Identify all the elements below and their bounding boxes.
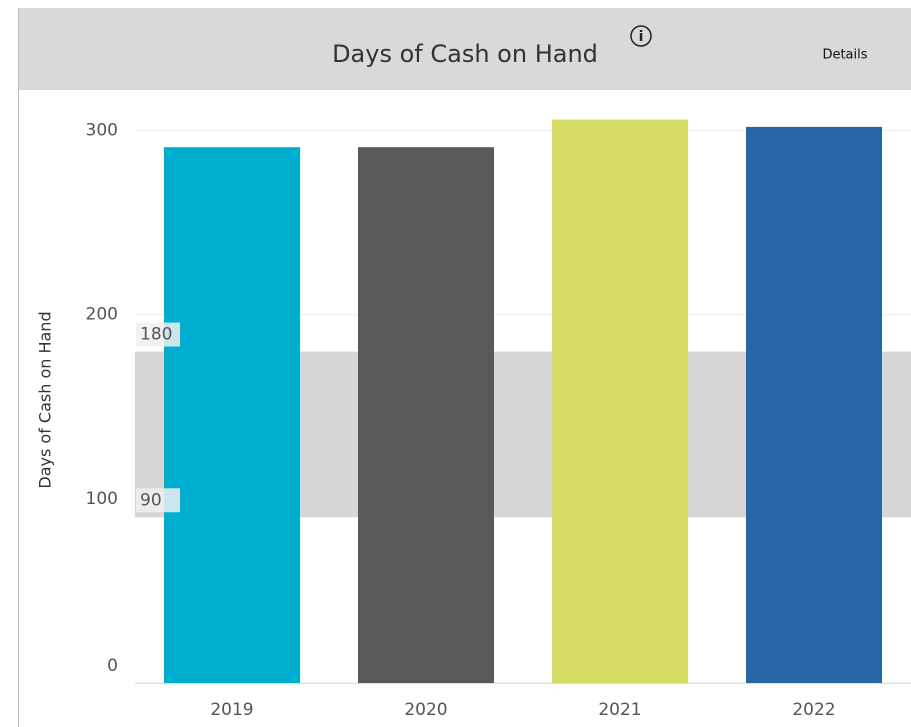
band-label: 180: [140, 325, 172, 345]
y-tick-label: 100: [86, 489, 118, 509]
y-axis-label: Days of Cash on Hand: [36, 311, 55, 488]
y-tick-label: 0: [107, 656, 118, 676]
bar: [746, 126, 882, 683]
band-label-box: [136, 488, 180, 513]
details-link[interactable]: Details: [822, 48, 867, 63]
bar: [552, 119, 688, 684]
y-tick-label: 300: [86, 121, 118, 141]
x-tick-label: 2021: [598, 700, 641, 720]
svg-text:i: i: [639, 29, 644, 45]
bar: [358, 147, 494, 683]
x-tick-label: 2019: [210, 700, 253, 720]
bar: [164, 147, 300, 683]
info-icon[interactable]: i: [630, 25, 652, 47]
chart-title: Days of Cash on Hand: [332, 40, 598, 68]
header: [18, 8, 911, 90]
band-label: 90: [140, 490, 162, 510]
band-label-box: [136, 322, 180, 347]
y-tick-label: 200: [86, 305, 118, 325]
x-tick-label: 2022: [792, 700, 835, 720]
x-tick-label: 2020: [404, 700, 447, 720]
